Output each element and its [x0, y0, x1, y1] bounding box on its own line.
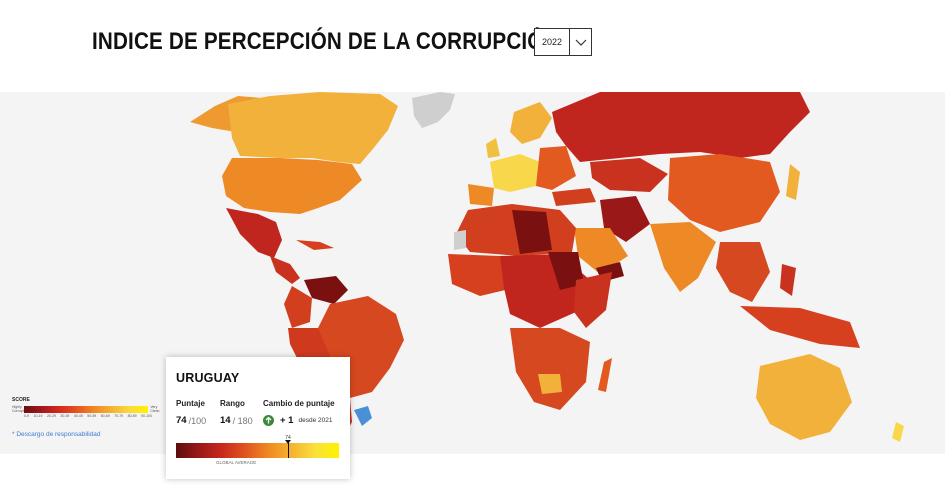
country-new-zealand[interactable] [892, 422, 904, 442]
country-sudan[interactable] [548, 252, 584, 290]
legend-tick: 80-89 [127, 414, 137, 418]
country-southern-africa[interactable] [510, 328, 590, 410]
country-canada[interactable] [228, 92, 398, 164]
country-greenland[interactable] [412, 92, 455, 128]
country-india[interactable] [650, 222, 716, 292]
score-scale: 74 GLOBAL AVERAGE [176, 435, 339, 465]
chevron-down-icon[interactable] [570, 29, 591, 55]
country-libya[interactable] [512, 210, 552, 254]
country-philippines[interactable] [780, 264, 796, 296]
score-max: /100 [188, 415, 207, 426]
score-column: Puntaje 74 /100 [176, 399, 206, 426]
country-central-america[interactable] [270, 256, 300, 284]
country-scandinavia[interactable] [510, 102, 552, 144]
legend-left-label-2: Corrupt [12, 409, 24, 413]
legend-tick: 30-39 [60, 414, 70, 418]
score-value: 74 [176, 415, 187, 426]
legend-tick: 40-49 [73, 414, 83, 418]
global-average-label: GLOBAL AVERAGE [216, 460, 257, 465]
country-china[interactable] [668, 154, 780, 232]
country-iran[interactable] [600, 196, 650, 242]
score-label: Puntaje [176, 399, 205, 408]
country-info-card: URUGUAY Puntaje 74 /100 Rango 14 / 180 C… [166, 357, 350, 479]
page-title: INDICE DE PERCEPCIÓN DE LA CORRUPCIÓN [92, 28, 559, 55]
country-spain[interactable] [468, 184, 494, 206]
legend-title: SCORE [12, 397, 30, 403]
score-marker-icon [285, 440, 291, 444]
country-eastern-europe[interactable] [536, 146, 576, 190]
country-uruguay[interactable] [354, 406, 372, 426]
legend-right-label-2: Clean [150, 409, 160, 413]
change-value: + 1 [280, 415, 294, 426]
arrow-up-circle-icon [263, 415, 274, 426]
legend-tick: 10-19 [33, 414, 43, 418]
legend-right-label-1: Very [150, 405, 158, 409]
country-indonesia[interactable] [740, 306, 860, 348]
change-label: Cambio de puntaje [263, 399, 335, 408]
country-east-africa[interactable] [574, 272, 612, 328]
score-scale-bar [176, 443, 339, 458]
country-venezuela[interactable] [304, 276, 348, 304]
header: INDICE DE PERCEPCIÓN DE LA CORRUPCIÓN 20… [0, 0, 945, 92]
country-western-europe[interactable] [490, 154, 540, 192]
country-japan[interactable] [786, 164, 800, 200]
legend-tick: 20-29 [46, 414, 56, 418]
country-west-africa[interactable] [448, 254, 514, 296]
country-uk[interactable] [486, 138, 500, 158]
country-australia[interactable] [756, 354, 852, 440]
change-since: desde 2021 [298, 417, 333, 424]
change-column: Cambio de puntaje + 1 desde 2021 [263, 399, 335, 426]
rank-column: Rango 14 / 180 [220, 399, 253, 426]
score-marker-line [288, 443, 289, 458]
country-mexico[interactable] [226, 208, 282, 258]
disclaimer-link[interactable]: * Descargo de responsabilidad [12, 431, 101, 438]
world-map[interactable] [0, 92, 945, 454]
rank-label: Rango [220, 399, 245, 408]
country-colombia[interactable] [284, 286, 312, 328]
country-usa[interactable] [222, 158, 362, 214]
country-saudi-arabia[interactable] [574, 228, 628, 274]
score-legend: SCORE Highly Corrupt Very Clean 0-9 10-19… [12, 397, 162, 418]
legend-right-label: Very Clean [150, 405, 162, 413]
legend-tick: 90-100 [141, 414, 152, 418]
country-madagascar[interactable] [598, 358, 612, 392]
rank-value: 14 [220, 415, 231, 426]
country-southeast-asia[interactable] [716, 242, 770, 302]
rank-total: / 180 [232, 415, 253, 426]
country-kazakhstan[interactable] [590, 158, 668, 192]
legend-left-label: Highly Corrupt [12, 405, 24, 413]
legend-tick: 50-59 [87, 414, 97, 418]
year-dropdown[interactable]: 2022 [534, 28, 592, 56]
country-western-sahara[interactable] [454, 230, 466, 250]
legend-tick: 60-69 [100, 414, 110, 418]
score-marker-value: 74 [285, 435, 291, 441]
country-botswana[interactable] [538, 374, 562, 394]
country-russia[interactable] [552, 92, 810, 162]
legend-tick: 70-79 [114, 414, 124, 418]
legend-tick: 0-9 [24, 414, 30, 418]
legend-ticks: 0-9 10-19 20-29 30-39 40-49 50-59 60-69 70-79 80… [24, 414, 152, 418]
country-cuba[interactable] [296, 240, 334, 250]
legend-left-label-1: Highly [12, 405, 22, 409]
legend-color-bar [23, 405, 149, 413]
country-turkey[interactable] [552, 188, 596, 206]
year-value: 2022 [535, 29, 570, 55]
country-name: URUGUAY [176, 371, 240, 385]
